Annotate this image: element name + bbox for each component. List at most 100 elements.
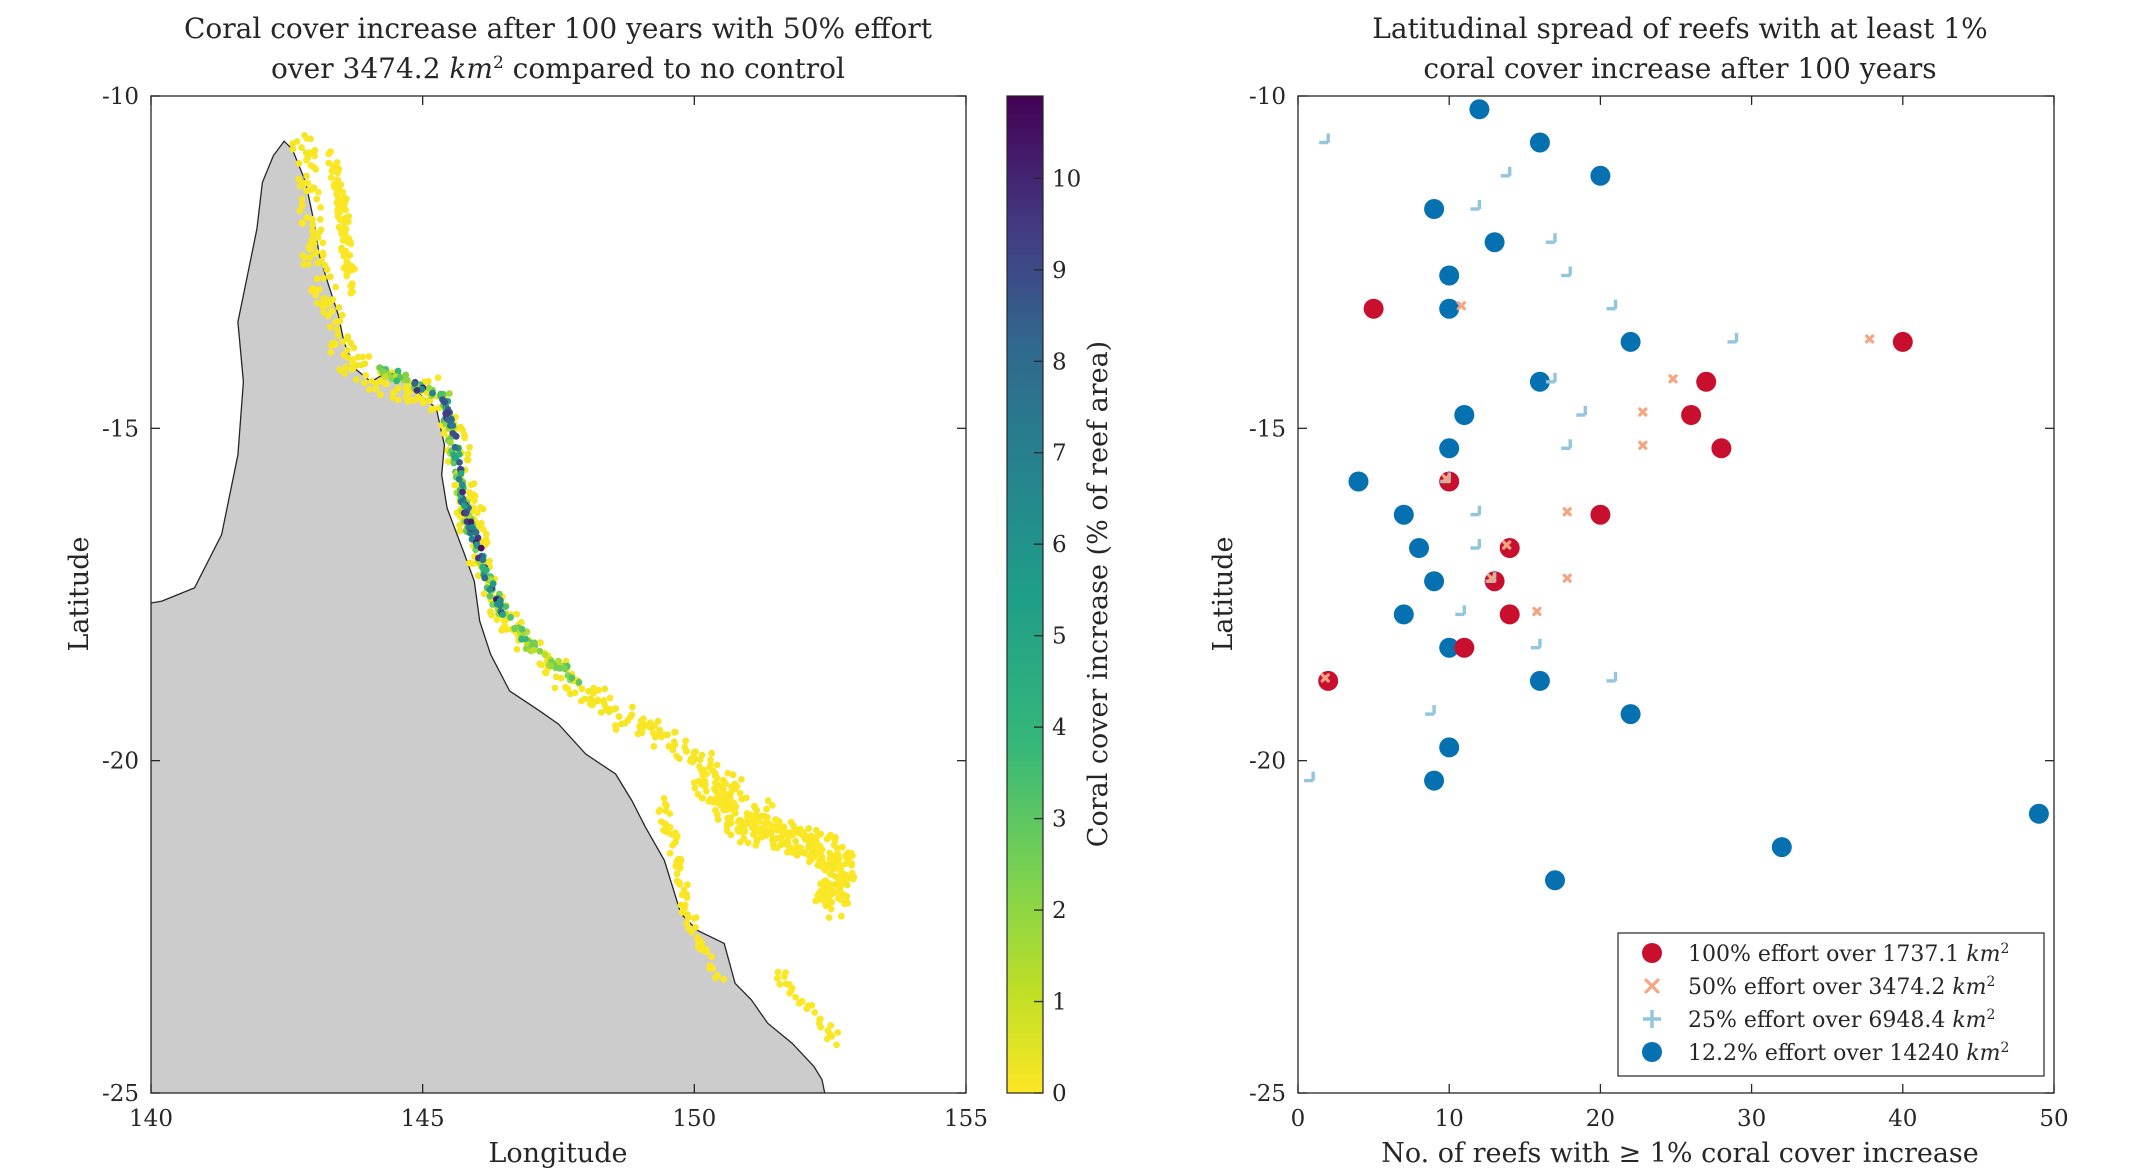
reef-point bbox=[601, 685, 609, 693]
reef-point bbox=[817, 887, 824, 895]
reef-point bbox=[317, 204, 324, 211]
series-50-point-stroke bbox=[1638, 440, 1648, 450]
reef-point bbox=[419, 399, 427, 407]
reef-point bbox=[655, 730, 663, 738]
reef-point bbox=[753, 836, 761, 843]
reef-point bbox=[502, 603, 510, 610]
colorbar-tick-label: 9 bbox=[1052, 258, 1067, 284]
reef-point bbox=[824, 862, 832, 870]
series-25-point bbox=[1470, 505, 1482, 517]
reef-point bbox=[338, 247, 346, 255]
reef-point bbox=[792, 837, 799, 845]
reef-point bbox=[448, 415, 455, 423]
series-50-point bbox=[1320, 673, 1330, 683]
reef-point bbox=[298, 144, 305, 151]
reef-point bbox=[303, 156, 310, 164]
reef-point bbox=[430, 405, 437, 413]
reef-point bbox=[742, 794, 750, 802]
reef-point bbox=[547, 662, 555, 670]
reef-point bbox=[518, 625, 526, 633]
reef-point bbox=[312, 291, 320, 299]
scatter-points bbox=[1304, 99, 2049, 891]
map-axes-box bbox=[150, 95, 967, 1094]
series-12-point bbox=[1469, 99, 1490, 120]
reef-point bbox=[833, 1041, 840, 1049]
reef-point bbox=[837, 874, 844, 882]
series-50-point bbox=[1456, 301, 1466, 311]
series-25-point bbox=[1319, 133, 1330, 145]
reef-point bbox=[637, 717, 645, 725]
reef-point bbox=[442, 410, 450, 418]
reef-point bbox=[755, 818, 763, 825]
series-25-point bbox=[1455, 605, 1467, 617]
reef-point bbox=[462, 509, 470, 517]
colorbar-tick-label: 3 bbox=[1052, 807, 1067, 833]
reef-point bbox=[302, 149, 310, 157]
reef-point bbox=[712, 974, 719, 982]
reef-point bbox=[683, 919, 691, 927]
series-50-point bbox=[1486, 573, 1497, 583]
reef-point bbox=[451, 454, 459, 462]
reef-point bbox=[451, 481, 459, 489]
legend-marker-12 bbox=[1642, 1042, 1662, 1062]
reef-point bbox=[827, 1022, 835, 1029]
series-12-point bbox=[1348, 471, 1369, 492]
reef-point bbox=[518, 635, 525, 643]
reef-point bbox=[481, 574, 489, 582]
reef-point bbox=[477, 544, 485, 552]
reef-point bbox=[466, 443, 473, 451]
series-12-point bbox=[1424, 571, 1445, 592]
reef-point bbox=[338, 311, 346, 319]
reef-point bbox=[723, 827, 731, 835]
reef-point bbox=[661, 820, 668, 827]
reef-point bbox=[482, 530, 490, 538]
reef-point bbox=[449, 430, 457, 437]
reef-point bbox=[340, 219, 348, 227]
reef-point bbox=[748, 813, 755, 821]
reef-point bbox=[541, 651, 549, 659]
series-50-point bbox=[1562, 507, 1572, 517]
reef-point bbox=[465, 489, 473, 496]
reef-point bbox=[513, 646, 521, 653]
reef-point bbox=[361, 379, 368, 387]
reef-point bbox=[698, 780, 705, 788]
reef-point bbox=[661, 800, 669, 808]
reef-point bbox=[831, 880, 839, 888]
reef-point bbox=[594, 696, 601, 704]
series-25-point bbox=[1304, 771, 1315, 783]
reef-point bbox=[692, 924, 699, 931]
series-50-point-stroke bbox=[1532, 606, 1542, 617]
reef-point bbox=[627, 713, 634, 721]
reef-point bbox=[795, 999, 803, 1007]
colorbar-tick-label: 10 bbox=[1052, 166, 1081, 192]
reef-point bbox=[708, 749, 715, 757]
series-100-point bbox=[1590, 504, 1611, 525]
reef-point bbox=[313, 195, 321, 203]
colorbar-tick-label: 1 bbox=[1052, 990, 1067, 1016]
reef-point bbox=[426, 397, 434, 405]
reef-point bbox=[812, 826, 820, 834]
reef-point bbox=[621, 719, 629, 727]
series-25-point bbox=[1530, 638, 1542, 650]
map-y-ticks: -10 -15 -20 -25 bbox=[102, 84, 966, 1107]
reef-point bbox=[343, 346, 351, 354]
reef-point bbox=[329, 296, 337, 304]
reef-point bbox=[826, 1030, 834, 1038]
reef-point bbox=[305, 261, 312, 268]
reef-point bbox=[372, 385, 380, 393]
series-12-point bbox=[2028, 803, 2049, 824]
legend-entry-12-prefix: 12.2% effort over 14240 bbox=[1688, 1041, 1966, 1066]
reef-point bbox=[773, 974, 781, 982]
legend-box bbox=[1617, 932, 2045, 1077]
reef-point bbox=[724, 769, 732, 777]
reef-point bbox=[348, 366, 356, 373]
scatter-x-tick-label: 30 bbox=[1737, 1106, 1766, 1132]
reef-point bbox=[672, 839, 679, 846]
reef-point bbox=[403, 382, 411, 390]
right-title-line2: coral cover increase after 100 years bbox=[1423, 52, 1936, 85]
reef-point bbox=[838, 880, 846, 887]
reef-point bbox=[837, 889, 845, 896]
map-y-tick-label: -20 bbox=[102, 749, 139, 775]
reef-point bbox=[732, 784, 740, 792]
